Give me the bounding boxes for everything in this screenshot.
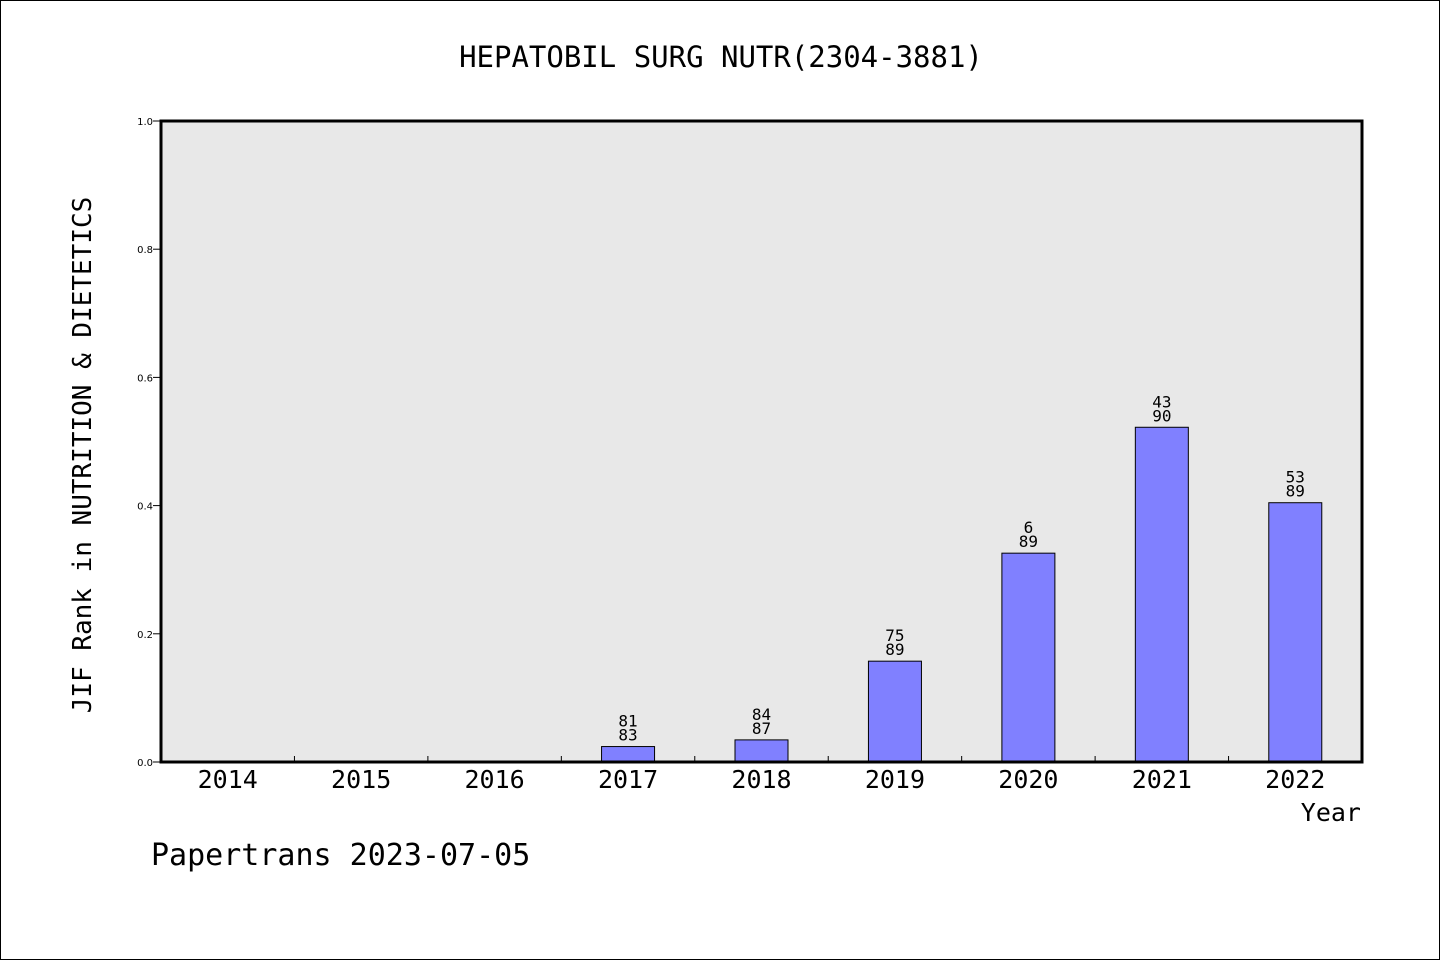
bar-label-total: 89	[885, 640, 904, 659]
x-tick-label: 2016	[465, 765, 525, 794]
bar-2021	[1134, 426, 1189, 763]
x-tick-label: 2015	[331, 765, 391, 794]
bar-label-rank: 43	[1152, 392, 1171, 411]
y-tick-label: 0.6	[137, 373, 153, 384]
bars-group	[601, 426, 1323, 763]
y-tick-label: 0.4	[137, 502, 153, 513]
y-tick-label: 0.0	[137, 758, 153, 769]
bar-label-rank: 84	[752, 705, 771, 724]
y-tick-label: 0.8	[137, 245, 153, 256]
y-axis-label: JIF Rank in NUTRITION & DIETETICS	[68, 197, 98, 714]
bar-label-total: 87	[752, 719, 771, 738]
x-tick-label: 2018	[731, 765, 791, 794]
y-axis-ticks: 0.0 0.2 0.4 0.6 0.8 1.0	[137, 117, 161, 769]
bar-2020	[1001, 552, 1056, 763]
bar-label-rank: 81	[618, 712, 637, 731]
x-tick-label: 2020	[998, 765, 1058, 794]
bar-2022	[1268, 502, 1323, 763]
bar-2019	[867, 660, 922, 763]
x-axis-ticks: 2014 2015 2016 2017 2018 2019 2020 2021 2022	[198, 756, 1325, 794]
x-tick-label: 2014	[198, 765, 258, 794]
chart-title: HEPATOBIL SURG NUTR(2304-3881)	[459, 40, 983, 74]
x-tick-label: 2022	[1265, 765, 1325, 794]
bar-label-rank: 53	[1286, 468, 1305, 487]
x-tick-label: 2017	[598, 765, 658, 794]
footer-text: Papertrans 2023-07-05	[151, 838, 530, 873]
x-tick-label: 2019	[865, 765, 925, 794]
plot-frame	[159, 119, 1364, 764]
bar-label-total: 89	[1019, 532, 1038, 551]
x-tick-label: 2021	[1132, 765, 1192, 794]
bar-label-rank: 6	[1024, 518, 1034, 537]
bar-label-rank: 75	[885, 626, 904, 645]
bar-label-total: 83	[618, 726, 637, 745]
bar-2017	[601, 746, 656, 763]
y-tick-label: 0.2	[137, 630, 153, 641]
bar-label-total: 89	[1286, 482, 1305, 501]
bar-2018	[734, 739, 789, 763]
y-tick-label: 1.0	[137, 117, 153, 128]
x-axis-label: Year	[1301, 798, 1361, 827]
bar-label-total: 90	[1152, 406, 1171, 425]
